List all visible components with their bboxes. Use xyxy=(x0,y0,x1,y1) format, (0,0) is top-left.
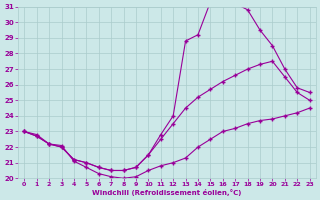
X-axis label: Windchill (Refroidissement éolien,°C): Windchill (Refroidissement éolien,°C) xyxy=(92,189,242,196)
